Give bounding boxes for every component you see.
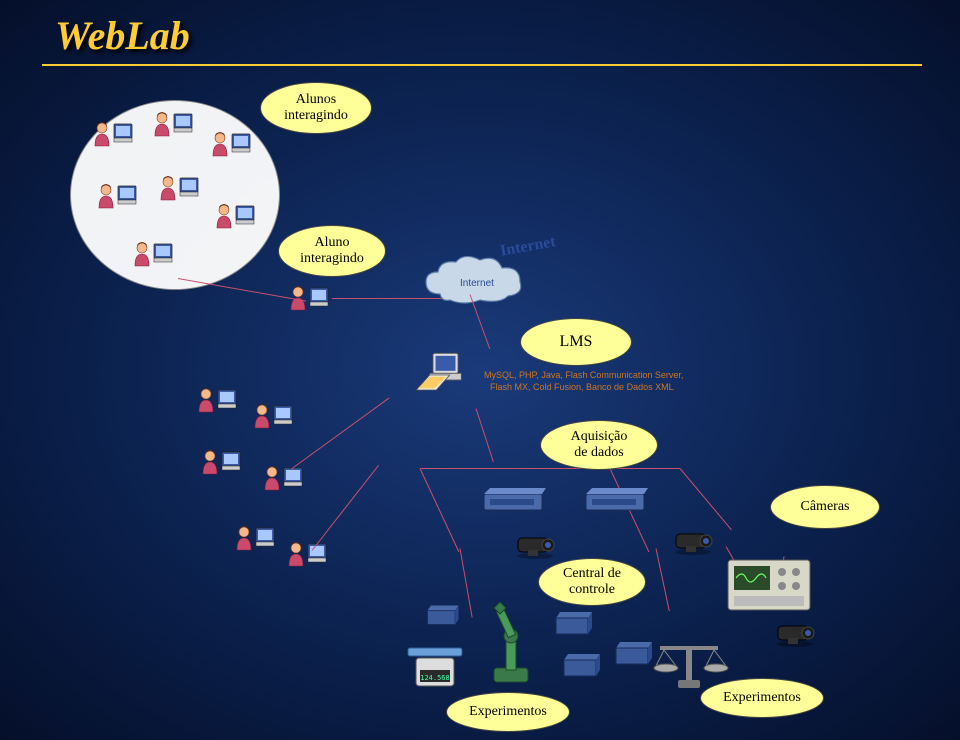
bubble-text: LMS <box>560 333 593 351</box>
user-icon <box>210 128 252 160</box>
scale-icon: 124.568 <box>400 640 470 696</box>
user-icon <box>234 522 276 554</box>
bubble-text: controle <box>569 582 615 597</box>
user-icon <box>158 172 200 204</box>
connection-line <box>292 398 390 469</box>
camera-icon <box>510 530 560 560</box>
svg-text:124.568: 124.568 <box>420 674 450 682</box>
connection-line <box>476 408 494 462</box>
bubble-experimentos-2: Experimentos <box>700 678 824 718</box>
user-icon <box>92 118 134 150</box>
robot-arm-icon <box>470 598 550 688</box>
bubble-text: de dados <box>574 445 623 460</box>
bubble-aquisicao: Aquisição de dados <box>540 420 658 470</box>
bubble-lms: LMS <box>520 318 632 366</box>
bubble-text: Alunos <box>296 92 336 107</box>
user-icon <box>132 238 174 270</box>
connection-line <box>420 468 460 552</box>
bubble-text: Câmeras <box>801 499 850 515</box>
bubble-text: interagindo <box>284 108 348 123</box>
camera-icon <box>668 526 718 556</box>
title-underline <box>42 64 922 66</box>
user-icon <box>286 538 328 570</box>
user-icon <box>214 200 256 232</box>
user-icon <box>152 108 194 140</box>
camera-icon <box>770 618 820 648</box>
server-icon <box>408 350 468 400</box>
tech-line1: MySQL, PHP, Java, Flash Communication Se… <box>484 370 683 381</box>
connection-line <box>312 465 379 551</box>
internet-small-label: Internet <box>460 278 494 289</box>
connection-line <box>420 468 680 469</box>
bubble-central: Central de controle <box>538 558 646 606</box>
equipment-box-icon <box>560 650 604 680</box>
bubble-text: Central de <box>563 566 621 581</box>
bubble-experimentos-1: Experimentos <box>446 692 570 732</box>
connection-line <box>680 468 732 530</box>
network-box-icon <box>582 484 652 518</box>
user-icon <box>262 462 304 494</box>
user-icon <box>96 180 138 212</box>
bubble-text: Aquisição <box>571 429 628 444</box>
network-box-icon <box>480 484 550 518</box>
user-icon <box>196 384 238 416</box>
bubble-text: interagindo <box>300 251 364 266</box>
page-title: WebLab <box>55 12 190 59</box>
bubble-text: Experimentos <box>723 690 801 706</box>
equipment-box-icon <box>424 602 462 628</box>
connection-line <box>332 298 442 299</box>
oscilloscope-icon <box>724 556 814 618</box>
equipment-box-icon <box>552 608 596 638</box>
bubble-text: Aluno <box>314 235 349 250</box>
user-icon <box>252 400 294 432</box>
bubble-cameras: Câmeras <box>770 485 880 529</box>
connection-line <box>656 548 670 611</box>
tech-line2: Flash MX, Cold Fusion, Banco de Dados XM… <box>490 382 674 393</box>
user-icon <box>200 446 242 478</box>
connection-line <box>178 278 306 302</box>
bubble-text: Experimentos <box>469 704 547 720</box>
bubble-aluno: Aluno interagindo <box>278 225 386 277</box>
bubble-alunos: Alunos interagindo <box>260 82 372 134</box>
